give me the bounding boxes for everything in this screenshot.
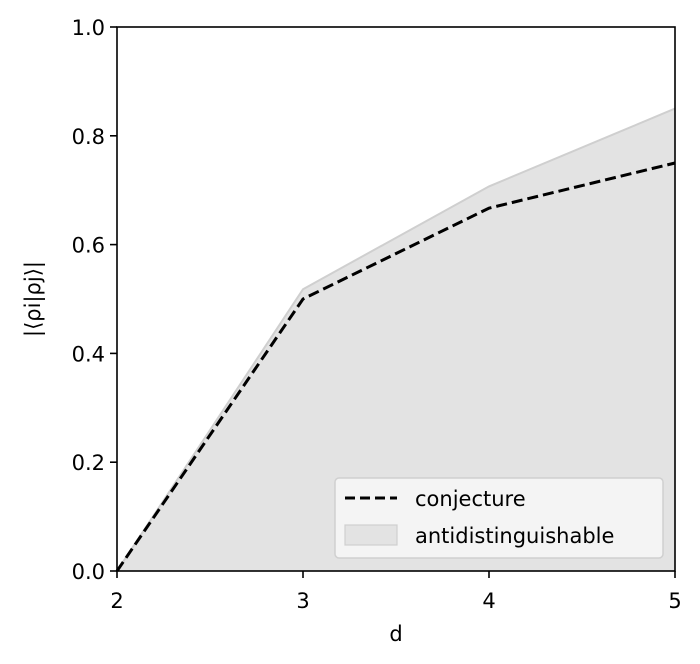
x-tick-label: 3 — [296, 589, 309, 613]
y-tick-label: 0.2 — [72, 451, 105, 475]
legend-label-antidistinguishable: antidistinguishable — [415, 524, 614, 548]
y-tick-label: 0.8 — [72, 125, 105, 149]
y-tick-label: 0.6 — [72, 234, 105, 258]
series-conjecture-line — [115, 161, 676, 572]
y-tick-label: 1.0 — [72, 16, 105, 40]
series-antidistinguishable-edge — [116, 107, 676, 572]
line-layer — [115, 161, 676, 572]
y-tick-label: 0.0 — [72, 560, 105, 584]
legend-swatch-antidistinguishable — [344, 524, 398, 546]
x-axis: 2 3 4 5 — [110, 571, 682, 613]
y-tick-label: 0.4 — [72, 342, 105, 366]
legend: conjecture antidistinguishable — [334, 477, 664, 559]
legend-label-conjecture: conjecture — [415, 487, 526, 511]
legend-box — [334, 477, 664, 559]
plot-frame — [116, 26, 676, 572]
x-tick-label: 5 — [668, 589, 681, 613]
fill-layer — [116, 107, 676, 572]
series-antidistinguishable-area — [117, 108, 675, 571]
x-tick-label: 2 — [110, 589, 123, 613]
y-axis-label: |⟨ρi|ρj⟩| — [21, 261, 46, 337]
x-tick-label: 4 — [482, 589, 495, 613]
x-axis-label: d — [389, 622, 402, 646]
y-axis: 0.0 0.2 0.4 0.6 0.8 1.0 — [72, 16, 117, 584]
